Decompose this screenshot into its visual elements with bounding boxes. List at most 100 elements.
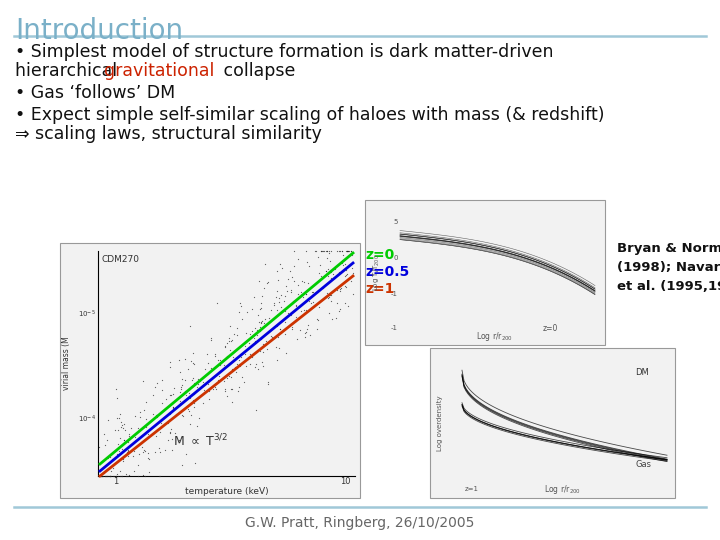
Point — [134, 413, 145, 422]
Point — [179, 386, 191, 395]
Text: Log r/r$_{200}$: Log r/r$_{200}$ — [544, 483, 581, 496]
Point — [286, 273, 297, 281]
Point — [118, 436, 130, 444]
Point — [227, 352, 238, 361]
Point — [230, 367, 241, 376]
Point — [165, 391, 176, 400]
Point — [297, 290, 308, 299]
Point — [253, 318, 265, 327]
Point — [261, 279, 273, 287]
Point — [109, 471, 120, 480]
Point — [315, 247, 326, 255]
Point — [258, 319, 269, 327]
Point — [334, 247, 346, 255]
Point — [231, 331, 243, 340]
Point — [104, 471, 115, 480]
Point — [262, 379, 274, 388]
Point — [134, 408, 145, 416]
Point — [194, 377, 206, 386]
Point — [155, 418, 166, 427]
Point — [149, 448, 161, 457]
Point — [265, 306, 276, 315]
Point — [233, 387, 244, 395]
Point — [318, 247, 329, 255]
Point — [283, 274, 294, 283]
Point — [212, 376, 223, 385]
Point — [210, 385, 222, 394]
Point — [232, 324, 243, 333]
Point — [170, 428, 181, 437]
Point — [340, 282, 351, 291]
Point — [99, 441, 110, 450]
Point — [256, 316, 268, 325]
Point — [312, 315, 323, 324]
Point — [153, 471, 165, 480]
Point — [323, 272, 334, 280]
Point — [321, 278, 333, 287]
Point — [227, 364, 238, 373]
Point — [107, 464, 119, 472]
Text: z=1: z=1 — [465, 486, 479, 492]
Point — [111, 413, 122, 422]
Point — [307, 298, 319, 306]
Point — [324, 256, 336, 265]
Point — [341, 266, 352, 274]
Point — [242, 354, 253, 362]
Point — [225, 384, 236, 393]
Point — [227, 384, 238, 393]
Point — [214, 360, 225, 369]
Point — [318, 284, 329, 292]
Point — [182, 365, 194, 374]
Text: collapse: collapse — [218, 62, 295, 80]
Point — [248, 293, 260, 302]
Point — [340, 299, 351, 308]
Point — [172, 409, 184, 418]
Point — [150, 413, 162, 422]
Point — [250, 363, 261, 372]
Point — [202, 359, 214, 367]
Point — [164, 410, 176, 419]
Point — [164, 357, 176, 366]
Point — [134, 441, 145, 449]
Text: Gas: Gas — [635, 460, 651, 469]
Point — [336, 247, 348, 255]
Point — [279, 329, 291, 338]
Point — [136, 430, 148, 439]
Point — [243, 339, 254, 348]
Point — [231, 363, 243, 372]
Point — [274, 260, 285, 268]
Point — [214, 372, 225, 381]
Point — [253, 276, 265, 285]
Point — [246, 327, 258, 335]
Point — [117, 423, 129, 432]
Point — [340, 271, 351, 279]
Point — [183, 407, 194, 415]
Point — [104, 471, 116, 480]
Point — [336, 257, 348, 266]
Point — [214, 356, 225, 364]
Point — [184, 394, 196, 403]
Point — [98, 469, 109, 478]
Point — [219, 387, 230, 395]
Point — [99, 430, 110, 438]
Point — [251, 406, 262, 415]
Point — [124, 470, 135, 479]
Point — [242, 355, 253, 363]
Point — [275, 291, 287, 300]
Point — [244, 350, 256, 359]
Point — [128, 444, 140, 453]
Point — [287, 297, 299, 306]
Point — [333, 306, 345, 315]
Point — [273, 293, 284, 302]
Point — [110, 385, 122, 394]
Point — [129, 433, 140, 441]
Point — [306, 287, 318, 296]
Point — [158, 413, 170, 422]
Point — [168, 404, 179, 413]
Point — [122, 437, 134, 446]
Point — [313, 302, 325, 311]
Point — [199, 364, 211, 373]
Point — [204, 395, 215, 404]
Point — [99, 471, 111, 480]
Point — [251, 360, 262, 368]
